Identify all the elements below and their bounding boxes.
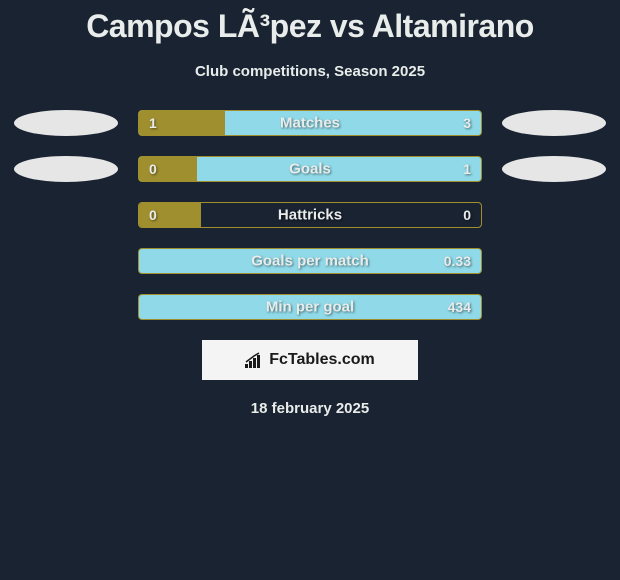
- stat-row: 0 0 Hattricks: [0, 202, 620, 228]
- stat-row: 0.33 Goals per match: [0, 248, 620, 274]
- chart-icon: [245, 352, 265, 368]
- stat-bar: 0 0 Hattricks: [138, 202, 482, 228]
- bar-label: Goals: [289, 161, 331, 178]
- stat-rows: 1 3 Matches 0 1 Goals 0 0 Hattricks 0.33 Goals per…: [0, 110, 620, 320]
- stat-row: 434 Min per goal: [0, 294, 620, 320]
- bar-label: Matches: [280, 115, 340, 132]
- bar-value-left: 1: [149, 115, 157, 131]
- logo-label: FcTables.com: [269, 351, 375, 369]
- bar-label: Min per goal: [266, 299, 354, 316]
- bar-value-right: 434: [448, 299, 471, 315]
- page-title: Campos LÃ³pez vs Altamirano: [0, 8, 620, 45]
- stat-bar: 0.33 Goals per match: [138, 248, 482, 274]
- bar-value-right: 0.33: [444, 253, 471, 269]
- bar-value-right: 3: [463, 115, 471, 131]
- stat-bar: 1 3 Matches: [138, 110, 482, 136]
- bar-value-left: 0: [149, 207, 157, 223]
- comparison-widget: Campos LÃ³pez vs Altamirano Club competi…: [0, 0, 620, 417]
- subtitle: Club competitions, Season 2025: [0, 63, 620, 80]
- logo-box[interactable]: FcTables.com: [202, 340, 418, 380]
- player-oval-left: [14, 156, 118, 182]
- bar-label: Goals per match: [251, 253, 369, 270]
- bar-fill-left: [139, 157, 197, 181]
- date-label: 18 february 2025: [0, 400, 620, 417]
- stat-bar: 434 Min per goal: [138, 294, 482, 320]
- bar-value-left: 0: [149, 161, 157, 177]
- player-oval-left: [14, 110, 118, 136]
- logo-text: FcTables.com: [245, 351, 375, 369]
- player-oval-right: [502, 156, 606, 182]
- stat-bar: 0 1 Goals: [138, 156, 482, 182]
- player-oval-right: [502, 110, 606, 136]
- stat-row: 0 1 Goals: [0, 156, 620, 182]
- bar-label: Hattricks: [278, 207, 342, 224]
- bar-value-right: 0: [463, 207, 471, 223]
- bar-value-right: 1: [463, 161, 471, 177]
- stat-row: 1 3 Matches: [0, 110, 620, 136]
